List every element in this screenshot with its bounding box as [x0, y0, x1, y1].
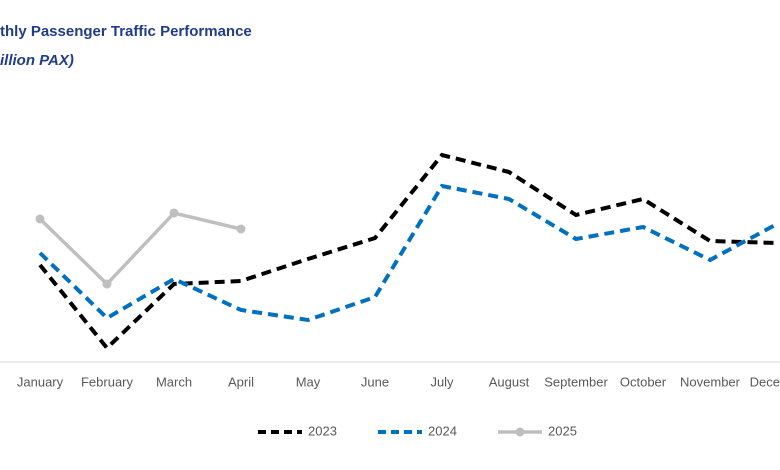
- legend-label: 2023: [308, 423, 337, 438]
- point: [236, 224, 246, 234]
- series-line: [38, 183, 778, 323]
- x-tick-label: October: [620, 374, 667, 389]
- series-line: [38, 152, 778, 351]
- legend-label: 2025: [548, 423, 577, 438]
- x-tick-label: March: [156, 374, 192, 389]
- legend-label: 2024: [428, 423, 457, 438]
- series-line: [38, 211, 242, 287]
- x-tick-label: June: [361, 374, 389, 389]
- x-tick-label: January: [17, 374, 64, 389]
- legend-marker: [515, 427, 525, 437]
- chart-subtitle: illion PAX): [0, 52, 74, 69]
- x-tick-label: November: [680, 374, 741, 389]
- chart-title: thly Passenger Traffic Performance: [0, 23, 252, 40]
- point: [35, 214, 45, 224]
- x-tick-label: April: [228, 374, 254, 389]
- x-tick-label: February: [81, 374, 134, 389]
- point: [169, 208, 179, 218]
- x-tick-label: August: [489, 374, 530, 389]
- x-tick-label: Dece: [750, 374, 780, 389]
- x-tick-label: July: [430, 374, 454, 389]
- x-tick-label: September: [544, 374, 608, 389]
- x-tick-label: May: [296, 374, 321, 389]
- point: [102, 279, 112, 289]
